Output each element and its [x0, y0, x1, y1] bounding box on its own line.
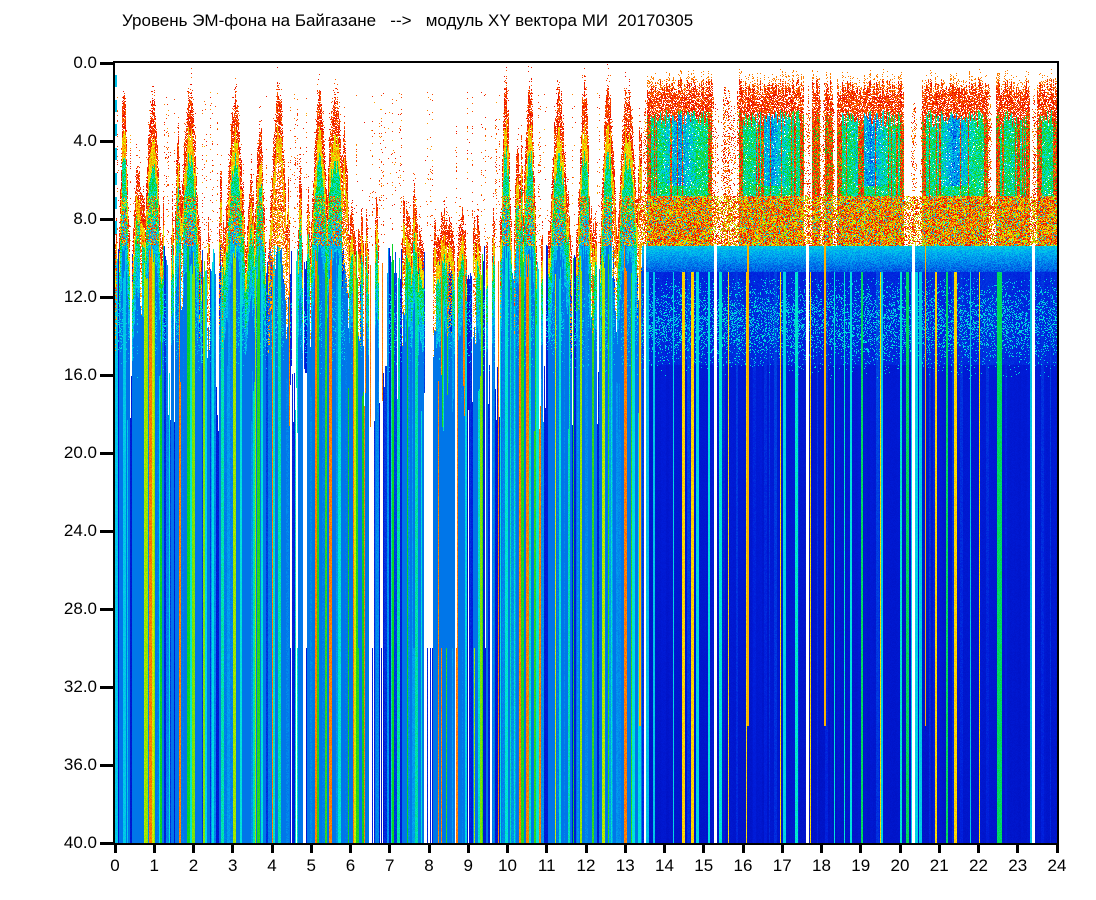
x-tick-label: 12 [576, 856, 596, 875]
y-tick-mark [100, 452, 114, 455]
y-tick-label: 20.0 [63, 443, 97, 462]
x-tick-mark [663, 845, 666, 853]
x-tick-mark [937, 845, 941, 853]
y-tick-mark [100, 296, 114, 299]
x-tick-label: 1 [149, 856, 159, 875]
x-tick-mark [545, 845, 549, 853]
x-tick-mark [152, 845, 156, 853]
x-tick-mark [780, 845, 784, 853]
y-tick-mark [100, 764, 114, 767]
x-tick-label: 5 [306, 856, 316, 875]
y-tick-mark [100, 530, 114, 533]
x-tick-mark [466, 845, 470, 853]
x-tick-label: 2 [188, 856, 199, 875]
x-tick-label: 15 [694, 856, 714, 875]
x-tick-label: 17 [772, 856, 792, 875]
x-tick-label: 13 [615, 856, 635, 875]
x-tick-label: 18 [812, 856, 831, 875]
x-tick-label: 4 [267, 856, 277, 875]
x-tick-label: 24 [1047, 856, 1067, 875]
x-tick-mark [977, 845, 980, 853]
y-tick-label: 28.0 [63, 599, 97, 618]
x-tick-mark [192, 845, 195, 853]
y-tick-label: 12.0 [63, 287, 97, 306]
y-tick-label: 24.0 [63, 521, 97, 540]
x-tick-label: 14 [655, 856, 674, 875]
x-tick-mark [623, 845, 627, 853]
x-tick-label: 11 [537, 856, 556, 875]
x-tick-label: 7 [385, 856, 395, 875]
y-tick-mark [100, 140, 114, 143]
x-tick-label: 0 [110, 856, 120, 875]
plot-area [113, 61, 1059, 845]
y-tick-mark [100, 374, 114, 377]
x-tick-label: 23 [1008, 856, 1028, 875]
x-tick-mark [506, 845, 509, 853]
y-tick-mark [100, 218, 114, 221]
y-tick-label: 8.0 [73, 209, 97, 228]
y-tick-mark [100, 608, 114, 611]
y-tick-label: 36.0 [63, 755, 97, 774]
y-tick-label: 4.0 [73, 131, 97, 150]
x-tick-mark [820, 845, 823, 853]
x-tick-mark [349, 845, 352, 853]
x-tick-label: 6 [345, 856, 356, 875]
x-tick-label: 9 [463, 856, 473, 875]
spectrogram-canvas [115, 63, 1057, 843]
y-tick-label: 40.0 [63, 833, 97, 852]
x-tick-mark [388, 845, 392, 853]
x-tick-mark [741, 845, 745, 853]
x-tick-label: 22 [969, 856, 988, 875]
x-tick-label: 20 [890, 856, 910, 875]
y-tick-mark [100, 842, 114, 845]
x-tick-mark [231, 845, 235, 853]
x-tick-mark [584, 845, 588, 853]
y-tick-label: 16.0 [63, 365, 97, 384]
x-tick-label: 21 [929, 856, 949, 875]
x-tick-mark [1055, 845, 1059, 853]
x-tick-mark [859, 845, 863, 853]
x-tick-label: 16 [733, 856, 753, 875]
x-tick-mark [898, 845, 902, 853]
y-tick-mark [100, 62, 114, 65]
y-tick-label: 32.0 [63, 677, 97, 696]
x-tick-mark [270, 845, 274, 853]
x-tick-label: 3 [228, 856, 238, 875]
y-tick-label: 0.0 [73, 53, 97, 72]
x-tick-mark [427, 845, 431, 853]
x-tick-mark [113, 845, 117, 853]
y-tick-mark [100, 686, 114, 689]
x-tick-mark [1016, 845, 1020, 853]
x-tick-label: 19 [851, 856, 871, 875]
x-tick-mark [702, 845, 706, 853]
x-tick-label: 10 [498, 856, 517, 875]
x-tick-mark [309, 845, 313, 853]
chart-title: Уровень ЭМ-фона на Байгазане --> модуль … [122, 11, 694, 30]
x-tick-label: 8 [424, 856, 434, 875]
